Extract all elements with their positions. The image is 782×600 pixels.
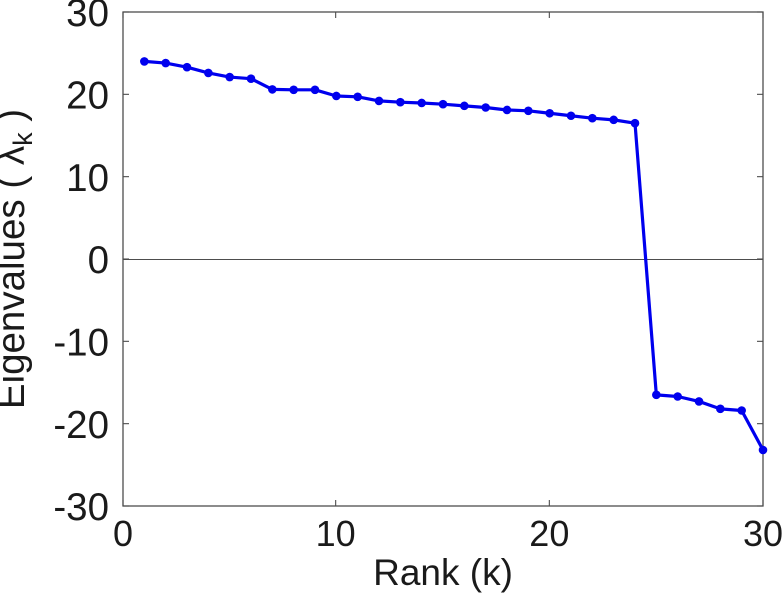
svg-text:0: 0 bbox=[113, 513, 133, 554]
svg-text:-20: -20 bbox=[53, 404, 109, 447]
svg-text:0: 0 bbox=[88, 239, 109, 282]
svg-text:Eigenvalues ( λk ): Eigenvalues ( λk ) bbox=[0, 109, 38, 409]
svg-text:30: 30 bbox=[66, 0, 109, 35]
svg-text:20: 20 bbox=[529, 513, 569, 554]
svg-text:20: 20 bbox=[66, 75, 109, 118]
svg-text:Rank (k): Rank (k) bbox=[373, 552, 513, 593]
svg-text:10: 10 bbox=[66, 157, 109, 200]
svg-text:-30: -30 bbox=[53, 486, 109, 529]
svg-text:10: 10 bbox=[316, 513, 356, 554]
svg-text:-10: -10 bbox=[53, 322, 109, 365]
svg-text:30: 30 bbox=[743, 513, 782, 554]
